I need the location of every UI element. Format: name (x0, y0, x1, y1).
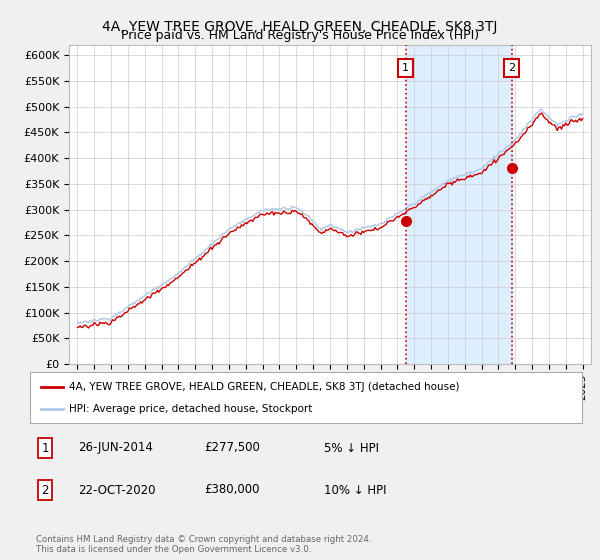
Text: HPI: Average price, detached house, Stockport: HPI: Average price, detached house, Stoc… (68, 404, 312, 414)
Bar (406, 45, 512, 364)
Text: 22-OCT-2020: 22-OCT-2020 (78, 483, 155, 497)
Text: 1: 1 (41, 441, 49, 455)
Text: 2: 2 (41, 483, 49, 497)
Text: Price paid vs. HM Land Registry's House Price Index (HPI): Price paid vs. HM Land Registry's House … (121, 29, 479, 42)
Text: £277,500: £277,500 (204, 441, 260, 455)
Text: 2: 2 (508, 63, 515, 73)
Text: 4A, YEW TREE GROVE, HEALD GREEN, CHEADLE, SK8 3TJ (detached house): 4A, YEW TREE GROVE, HEALD GREEN, CHEADLE… (68, 381, 459, 391)
Text: Contains HM Land Registry data © Crown copyright and database right 2024.
This d: Contains HM Land Registry data © Crown c… (36, 535, 371, 554)
Text: 1: 1 (402, 63, 409, 73)
Text: 5% ↓ HPI: 5% ↓ HPI (324, 441, 379, 455)
Text: 4A, YEW TREE GROVE, HEALD GREEN, CHEADLE, SK8 3TJ: 4A, YEW TREE GROVE, HEALD GREEN, CHEADLE… (103, 20, 497, 34)
Text: £380,000: £380,000 (204, 483, 260, 497)
Text: 26-JUN-2014: 26-JUN-2014 (78, 441, 153, 455)
Text: 10% ↓ HPI: 10% ↓ HPI (324, 483, 386, 497)
